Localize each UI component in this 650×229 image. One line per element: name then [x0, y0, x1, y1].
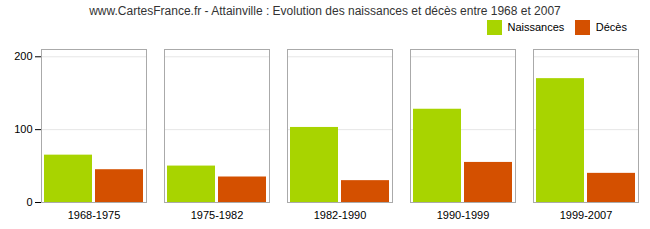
html-text:www.CartesFrance.fr - Attainvi: www.CartesFrance.fr - Attainville : Evol… — [89, 4, 561, 18]
html-text:Décès: Décès — [595, 21, 627, 34]
svg-text:200: 200 — [14, 50, 32, 62]
svg-text:1990-1999: 1990-1999 — [437, 209, 490, 221]
svg-text:1968-1975: 1968-1975 — [68, 209, 121, 221]
svg-text:1975-1982: 1975-1982 — [191, 209, 244, 221]
svg-text:1982-1990: 1982-1990 — [314, 209, 367, 221]
svg-text:1999-2007: 1999-2007 — [560, 209, 613, 221]
svg-text:0: 0 — [26, 196, 32, 208]
svg-text:100: 100 — [14, 123, 32, 135]
html-text:Naissances: Naissances — [507, 21, 565, 34]
